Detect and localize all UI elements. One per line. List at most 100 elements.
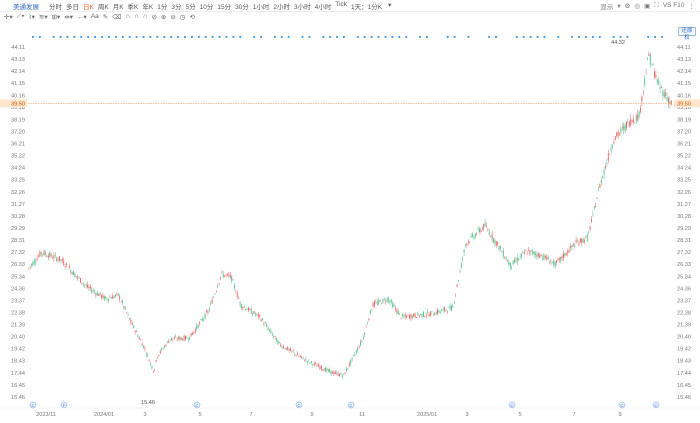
period-tab[interactable]: 月K	[112, 3, 124, 11]
candle-body	[652, 64, 654, 66]
compare-icon[interactable]: ◎	[634, 2, 641, 10]
y-tick-label-right: 24.36	[677, 286, 691, 292]
candle-body	[479, 228, 480, 233]
candle-body	[620, 128, 622, 133]
candle-body	[424, 315, 426, 317]
candle-body	[45, 253, 46, 255]
candle-body	[92, 289, 94, 292]
candle-body	[242, 307, 244, 309]
candle-body	[133, 325, 135, 329]
brush-icon[interactable]: ✎	[102, 13, 109, 21]
period-tab[interactable]: 15分	[217, 3, 232, 11]
candle-body	[459, 271, 461, 273]
header-divider	[0, 11, 700, 12]
period-tab[interactable]: 1分	[157, 3, 168, 11]
y-tick-label-left: 25.34	[11, 274, 25, 280]
candle-body	[269, 329, 270, 331]
candle-body	[280, 344, 282, 346]
period-tab[interactable]: 30分	[235, 3, 249, 11]
delete-drawings-icon[interactable]: ⊘	[151, 13, 157, 21]
period-tab[interactable]: 分时	[49, 3, 62, 11]
fibonacci-tool-icon[interactable]: ⊞▾	[51, 13, 61, 21]
period-tab[interactable]: 季K	[127, 3, 139, 11]
chevron-down-icon[interactable]: ▾	[388, 1, 392, 9]
chevron-down-icon[interactable]: ▾	[617, 2, 621, 10]
event-dot	[73, 36, 76, 38]
period-tab[interactable]: 多日	[66, 3, 79, 11]
candle-body	[658, 80, 660, 84]
candle-body	[446, 311, 448, 313]
candle-body	[200, 319, 202, 320]
candle-body	[208, 308, 210, 311]
y-tick-label-right: 18.43	[677, 359, 691, 365]
candle-body	[329, 369, 331, 372]
event-dot	[529, 36, 532, 38]
period-tab[interactable]: 4小时	[314, 3, 332, 11]
candle-body	[498, 246, 500, 250]
period-tab[interactable]: 3分	[171, 3, 182, 11]
period-tab[interactable]: 1小时	[252, 3, 270, 11]
candle-body	[78, 277, 80, 279]
candle-body	[49, 252, 51, 257]
event-dot	[654, 36, 656, 38]
event-dot	[453, 36, 456, 38]
candle-body	[54, 254, 56, 256]
period-tab[interactable]: Tick	[335, 0, 347, 8]
candle-body	[651, 64, 653, 66]
eraser-icon[interactable]: ⌫	[112, 13, 122, 21]
text-tool-icon[interactable]: Aa	[90, 13, 99, 20]
candle-body	[417, 312, 419, 316]
vs-f10-label[interactable]: VS F10	[662, 2, 685, 9]
period-tab[interactable]: 年K	[142, 3, 154, 11]
candle-body	[207, 310, 209, 313]
channel-tool-icon[interactable]: ≋▾	[38, 13, 48, 21]
period-tab[interactable]: 5分	[185, 3, 196, 11]
undo-icon[interactable]: ⟲	[189, 13, 195, 21]
period-tab[interactable]: 10分	[199, 3, 214, 11]
line-tool-icon[interactable]: ⟋▾	[16, 12, 25, 20]
arrow-tool-icon[interactable]: ←▾	[77, 13, 87, 21]
period-tab[interactable]: 日K	[83, 3, 94, 11]
settings-icon[interactable]: ⚙	[624, 2, 631, 10]
event-marker-label: C	[298, 403, 301, 408]
polyline-tool-icon[interactable]: ⌇▾	[28, 13, 35, 21]
event-dot	[204, 36, 207, 38]
candle-body	[379, 300, 381, 302]
restore-rights-button[interactable]: 还原权	[678, 27, 696, 41]
candle-body	[441, 309, 443, 312]
event-dot	[191, 36, 193, 38]
candle-body	[530, 250, 532, 252]
candle-body	[60, 259, 62, 261]
candle-body	[533, 251, 535, 255]
period-tab[interactable]: 周K	[97, 3, 109, 11]
hide-drawings-icon[interactable]: ∩	[142, 13, 148, 20]
zoom-in-icon[interactable]: ⊕	[160, 13, 167, 21]
history-icon[interactable]: ◷	[179, 13, 186, 21]
candle-body	[619, 132, 620, 134]
period-tab[interactable]: 2小时	[273, 3, 291, 11]
event-dot	[273, 36, 276, 38]
camera-icon[interactable]: ▣	[644, 2, 651, 10]
candle-body	[176, 339, 178, 340]
measure-tool-icon[interactable]: ⇹▾	[64, 13, 74, 21]
candle-body	[437, 309, 438, 314]
lock-icon[interactable]: ∩	[134, 13, 139, 20]
stock-title[interactable]: 美通发展	[13, 3, 39, 11]
zoom-out-icon[interactable]: ⊖	[170, 13, 176, 21]
period-tabs: 分时 多日 日K 周K 月K 季K 年K 1分 3分 5分 10分 15分 30分 1小时 2小时 3小时 4小…	[49, 1, 391, 11]
magnet-icon[interactable]: ∩	[125, 13, 131, 20]
period-tab[interactable]: 3小时	[294, 3, 311, 11]
candle-body	[362, 337, 364, 340]
more-icon[interactable]: ⋮	[688, 2, 696, 10]
candle-body	[554, 261, 556, 268]
candle-body	[595, 205, 597, 208]
fullscreen-icon[interactable]: ⛶	[654, 1, 659, 9]
y-tick-label-left: 42.14	[11, 69, 25, 75]
crosshair-icon[interactable]: ✛▾	[4, 13, 13, 21]
candle-body	[348, 363, 350, 366]
period-tab[interactable]: 1天：1分K	[350, 3, 383, 11]
candle-body	[488, 231, 490, 235]
display-dropdown[interactable]: 显示	[600, 3, 614, 11]
candle-body	[493, 238, 494, 242]
